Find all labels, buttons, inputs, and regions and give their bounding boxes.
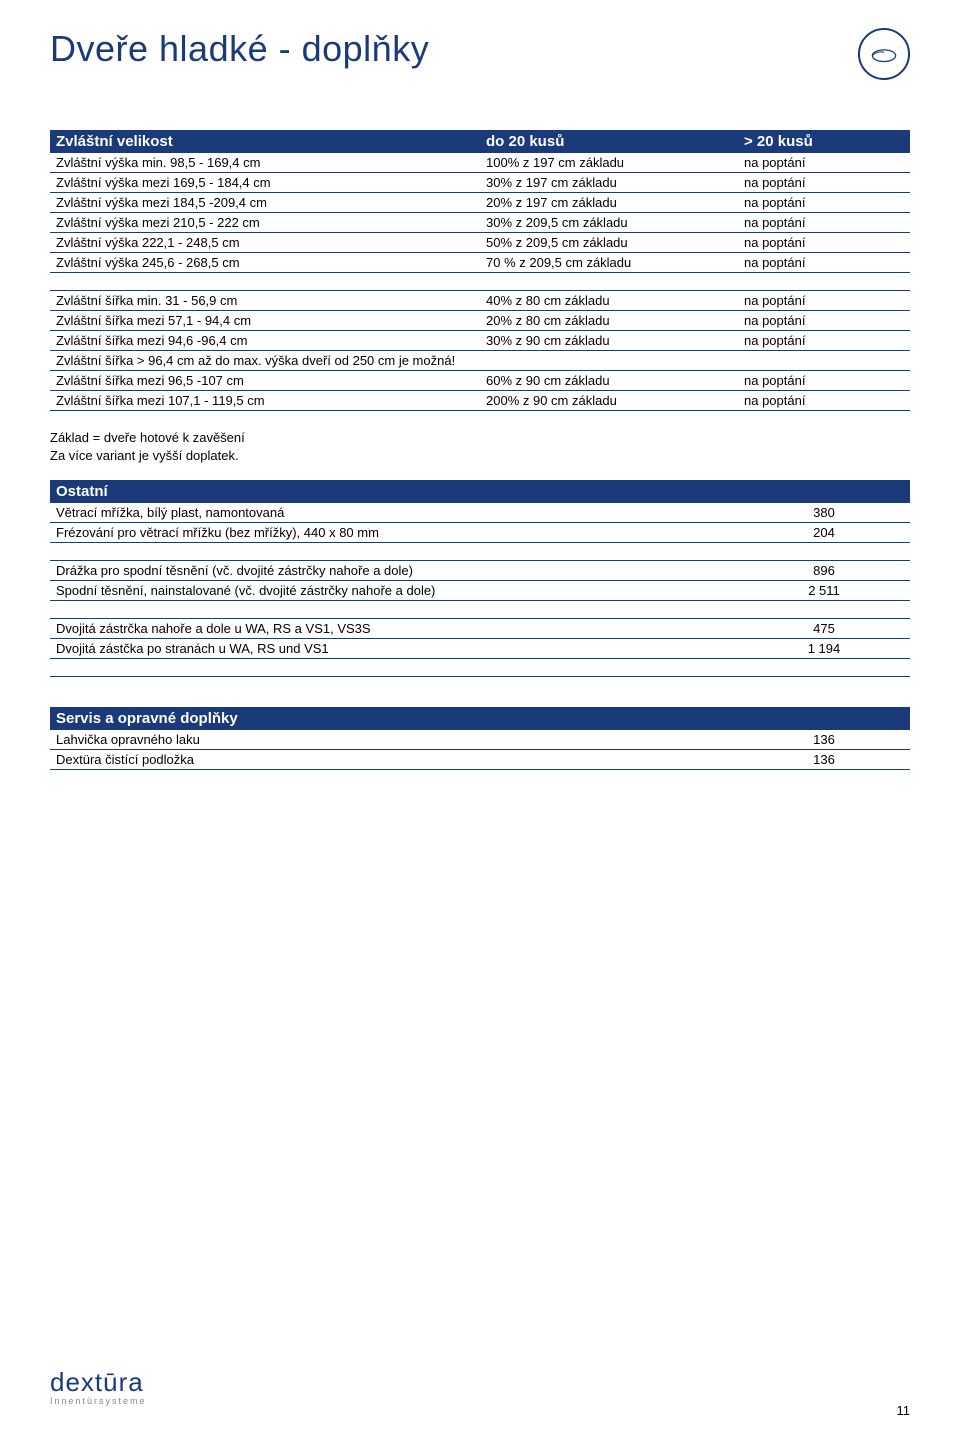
cell: 60% z 90 cm základu: [480, 371, 738, 391]
cell: Zvláštní šířka mezi 57,1 - 94,4 cm: [50, 311, 480, 331]
cell: 30% z 197 cm základu: [480, 173, 738, 193]
cell: Zvláštní výška 222,1 - 248,5 cm: [50, 233, 480, 253]
cell: 1 194: [738, 639, 910, 659]
table-row: Zvláštní výška 222,1 - 248,5 cm50% z 209…: [50, 233, 910, 253]
table-row: Zvláštní šířka mezi 96,5 -107 cm60% z 90…: [50, 371, 910, 391]
table-row: Frézování pro větrací mřížku (bez mřížky…: [50, 523, 910, 543]
table-row: Zvláštní šířka mezi 94,6 -96,4 cm30% z 9…: [50, 331, 910, 351]
cell: 20% z 80 cm základu: [480, 311, 738, 331]
table-row: Spodní těsnění, nainstalované (vč. dvoji…: [50, 581, 910, 601]
blank-row: [50, 659, 910, 677]
table-row: Dvojitá zástrčka nahoře a dole u WA, RS …: [50, 619, 910, 639]
cell: Zvláštní šířka mezi 96,5 -107 cm: [50, 371, 480, 391]
col-header: > 20 kusů: [738, 130, 910, 153]
table-row: Zvláštní výška mezi 210,5 - 222 cm30% z …: [50, 213, 910, 233]
table-row: Zvláštní šířka mezi 57,1 - 94,4 cm20% z …: [50, 311, 910, 331]
cell: 380: [738, 503, 910, 523]
col-header: Zvláštní velikost: [50, 130, 480, 153]
cell: na poptání: [738, 233, 910, 253]
brand-badge-icon: [858, 28, 910, 80]
section-header: Servis a opravné doplňky: [50, 707, 910, 730]
table-row: Zvláštní šířka mezi 107,1 - 119,5 cm200%…: [50, 391, 910, 411]
cell: Zvláštní šířka > 96,4 cm až do max. výšk…: [50, 351, 480, 371]
cell: Dextüra čistící podložka: [50, 750, 738, 770]
cell: 136: [738, 730, 910, 750]
table-row: Lahvička opravného laku136: [50, 730, 910, 750]
table-row: Větrací mřížka, bílý plast, namontovaná3…: [50, 503, 910, 523]
page-number: 11: [897, 1403, 911, 1418]
cell: 204: [738, 523, 910, 543]
cell: Zvláštní výška min. 98,5 - 169,4 cm: [50, 153, 480, 173]
cell: Větrací mřížka, bílý plast, namontovaná: [50, 503, 738, 523]
cell: 70 % z 209,5 cm základu: [480, 253, 738, 273]
cell: Lahvička opravného laku: [50, 730, 738, 750]
table-row: Zvláštní výška mezi 184,5 -209,4 cm20% z…: [50, 193, 910, 213]
cell: Dvojitá zástrčka nahoře a dole u WA, RS …: [50, 619, 738, 639]
table-row: Dvojitá zástčka po stranách u WA, RS und…: [50, 639, 910, 659]
cell: Zvláštní výška mezi 184,5 -209,4 cm: [50, 193, 480, 213]
cell: na poptání: [738, 253, 910, 273]
cell: [480, 351, 738, 371]
note-text: Základ = dveře hotové k zavěšení Za více…: [50, 429, 910, 464]
note-line: Základ = dveře hotové k zavěšení: [50, 429, 910, 447]
cell: na poptání: [738, 153, 910, 173]
blank-row: [50, 601, 910, 619]
cell: na poptání: [738, 371, 910, 391]
cell: na poptání: [738, 391, 910, 411]
ostatni-table: Ostatní Větrací mřížka, bílý plast, namo…: [50, 480, 910, 677]
cell: Zvláštní šířka mezi 107,1 - 119,5 cm: [50, 391, 480, 411]
cell: 50% z 209,5 cm základu: [480, 233, 738, 253]
servis-table: Servis a opravné doplňky Lahvička opravn…: [50, 707, 910, 770]
cell: 30% z 90 cm základu: [480, 331, 738, 351]
cell: Drážka pro spodní těsnění (vč. dvojité z…: [50, 561, 738, 581]
cell: 40% z 80 cm základu: [480, 291, 738, 311]
brand-sub: Innentürsysteme: [50, 1396, 147, 1406]
cell: na poptání: [738, 291, 910, 311]
cell: 896: [738, 561, 910, 581]
cell: na poptání: [738, 193, 910, 213]
table-row: Zvláštní výška min. 98,5 - 169,4 cm100% …: [50, 153, 910, 173]
cell: na poptání: [738, 213, 910, 233]
table-header-row: Zvláštní velikost do 20 kusů > 20 kusů: [50, 130, 910, 153]
cell: na poptání: [738, 331, 910, 351]
table-row: Zvláštní výška mezi 169,5 - 184,4 cm30% …: [50, 173, 910, 193]
cell: 100% z 197 cm základu: [480, 153, 738, 173]
cell: na poptání: [738, 173, 910, 193]
table-row: Drážka pro spodní těsnění (vč. dvojité z…: [50, 561, 910, 581]
cell: 30% z 209,5 cm základu: [480, 213, 738, 233]
page-title: Dveře hladké - doplňky: [50, 28, 429, 70]
cell: Frézování pro větrací mřížku (bez mřížky…: [50, 523, 738, 543]
special-size-table: Zvláštní velikost do 20 kusů > 20 kusů Z…: [50, 130, 910, 411]
blank-row: [50, 273, 910, 291]
table-row: Zvláštní výška 245,6 - 268,5 cm70 % z 20…: [50, 253, 910, 273]
cell: 475: [738, 619, 910, 639]
table-header-row: Ostatní: [50, 480, 910, 503]
table-row: Zvláštní šířka > 96,4 cm až do max. výšk…: [50, 351, 910, 371]
cell: Spodní těsnění, nainstalované (vč. dvoji…: [50, 581, 738, 601]
page-header: Dveře hladké - doplňky: [50, 28, 910, 80]
brand-name: dextūra: [50, 1367, 147, 1398]
cell: na poptání: [738, 311, 910, 331]
table-header-row: Servis a opravné doplňky: [50, 707, 910, 730]
table-row: Dextüra čistící podložka136: [50, 750, 910, 770]
cell: 20% z 197 cm základu: [480, 193, 738, 213]
col-header: do 20 kusů: [480, 130, 738, 153]
section-header: Ostatní: [50, 480, 910, 503]
cell: 2 511: [738, 581, 910, 601]
cell: Dvojitá zástčka po stranách u WA, RS und…: [50, 639, 738, 659]
cell: Zvláštní šířka mezi 94,6 -96,4 cm: [50, 331, 480, 351]
cell: Zvláštní šířka min. 31 - 56,9 cm: [50, 291, 480, 311]
cell: 136: [738, 750, 910, 770]
cell: Zvláštní výška mezi 169,5 - 184,4 cm: [50, 173, 480, 193]
cell: [738, 351, 910, 371]
note-line: Za více variant je vyšší doplatek.: [50, 447, 910, 465]
blank-row: [50, 543, 910, 561]
cell: 200% z 90 cm základu: [480, 391, 738, 411]
footer-brand: dextūra Innentürsysteme: [50, 1367, 147, 1406]
table-row: Zvláštní šířka min. 31 - 56,9 cm40% z 80…: [50, 291, 910, 311]
cell: Zvláštní výška 245,6 - 268,5 cm: [50, 253, 480, 273]
cell: Zvláštní výška mezi 210,5 - 222 cm: [50, 213, 480, 233]
